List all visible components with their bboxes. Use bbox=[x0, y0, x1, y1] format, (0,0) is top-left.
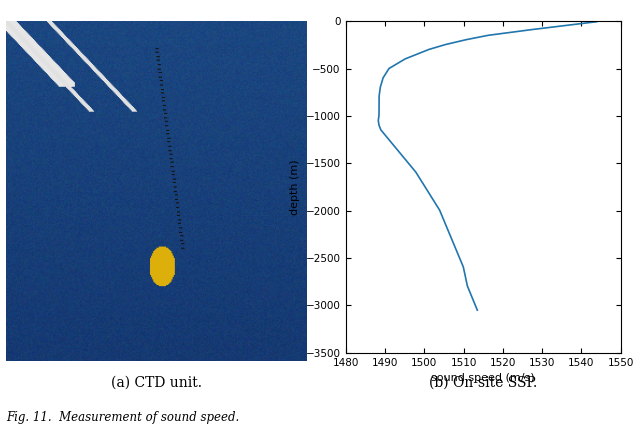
Text: (b) On-site SSP.: (b) On-site SSP. bbox=[429, 376, 538, 390]
Y-axis label: depth (m): depth (m) bbox=[290, 159, 300, 215]
Text: (a) CTD unit.: (a) CTD unit. bbox=[111, 376, 202, 390]
X-axis label: sound speed (m/s): sound speed (m/s) bbox=[431, 373, 535, 383]
Text: Fig. 11.  Measurement of sound speed.: Fig. 11. Measurement of sound speed. bbox=[6, 411, 239, 424]
